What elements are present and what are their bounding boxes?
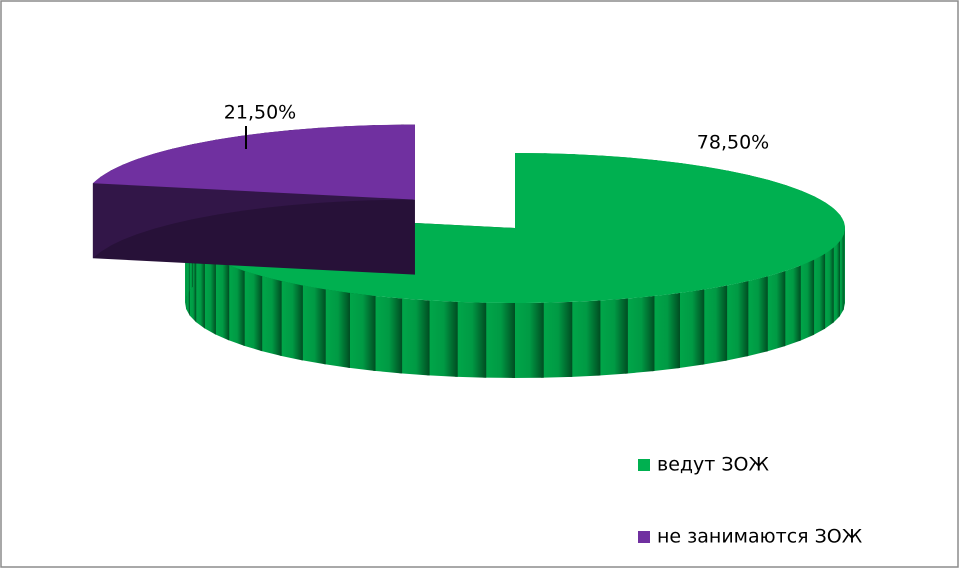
slice-wall [227,264,245,347]
legend-swatch [638,531,650,543]
slice-wall [512,302,544,378]
slice-wall [724,281,749,361]
slice-wall [812,253,826,336]
slice-wall [195,246,205,329]
labels: 78,50% ведут ЗОЖ 21,50% не занимаются ЗОЖ [224,102,863,548]
slice-wall [243,270,263,352]
slice-wall [765,271,786,352]
slice-wall [372,295,403,374]
slice-wall [279,280,303,361]
slice-top [92,124,415,200]
slice-wall [701,285,728,365]
data-label: 78,50% [697,132,769,154]
slice-wall [300,285,326,365]
slice-wall [839,234,844,317]
slice-wall [110,164,124,246]
legend-label: ведут ЗОЖ [657,454,770,476]
slice-wall [347,292,376,371]
slice-wall [323,289,350,368]
slice-wall [483,302,515,378]
slice-wall [260,275,282,357]
slice-wall [799,259,815,342]
slice-wall [399,298,430,376]
slice-wall [824,247,834,330]
slice-wall [597,298,628,376]
slice-wall [651,292,680,372]
slice-wall [92,176,102,259]
slice-wall [426,300,458,377]
slice [92,124,415,275]
slice-wall [100,170,112,252]
legend-label: не занимаются ЗОЖ [657,526,863,548]
legend-swatch [638,459,650,471]
data-label: 21,50% [224,102,296,124]
slice-wall [832,241,840,324]
slice-wall [843,228,845,311]
slice-wall [746,276,768,357]
slice-wall [214,259,230,341]
slice-wall [569,300,601,377]
slice-wall [625,295,655,374]
pie [92,124,845,378]
slice-wall [783,265,801,347]
slice-wall [203,253,216,335]
slice-wall [540,301,573,378]
slice-wall [677,289,705,369]
slice-wall [454,301,487,378]
